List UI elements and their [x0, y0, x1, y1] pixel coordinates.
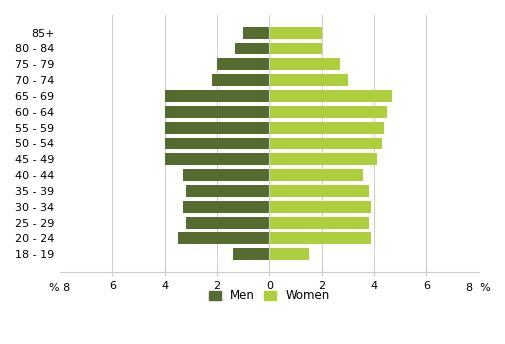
Bar [269, 122, 384, 133]
Bar [269, 43, 321, 54]
Bar [269, 138, 381, 149]
Bar [235, 43, 269, 54]
Bar [164, 153, 269, 165]
Bar [185, 217, 269, 228]
Bar [211, 74, 269, 86]
Text: 8  %: 8 % [465, 283, 490, 293]
Text: % 8: % 8 [49, 283, 70, 293]
Bar [269, 233, 371, 244]
Bar [269, 217, 368, 228]
Bar [269, 169, 363, 181]
Bar [232, 248, 269, 260]
Bar [217, 58, 269, 70]
Bar [269, 106, 386, 118]
Bar [269, 153, 376, 165]
Bar [177, 233, 269, 244]
Bar [164, 138, 269, 149]
Bar [164, 122, 269, 133]
Bar [269, 248, 308, 260]
Bar [164, 106, 269, 118]
Bar [183, 169, 269, 181]
Bar [183, 201, 269, 213]
Legend: Men, Women: Men, Women [204, 284, 334, 307]
Bar [164, 90, 269, 102]
Bar [269, 90, 391, 102]
Bar [269, 58, 339, 70]
Bar [269, 185, 368, 197]
Bar [242, 27, 269, 39]
Bar [269, 74, 347, 86]
Bar [185, 185, 269, 197]
Bar [269, 201, 371, 213]
Bar [269, 27, 321, 39]
